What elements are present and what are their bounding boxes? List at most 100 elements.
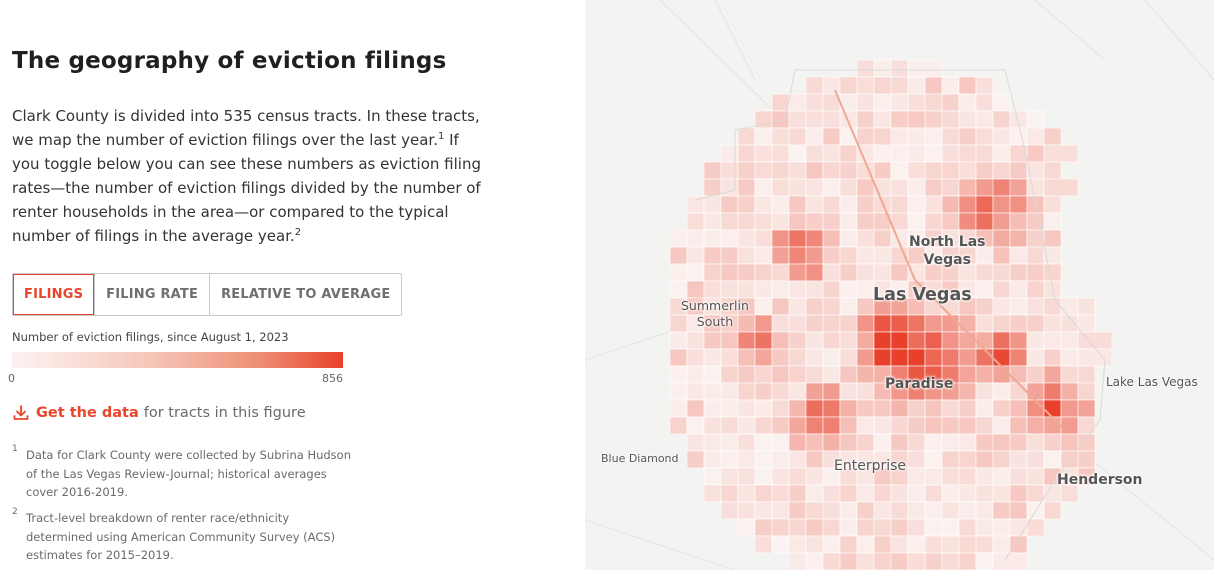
census-tract[interactable] <box>975 195 994 214</box>
census-tract[interactable] <box>737 263 756 282</box>
census-tract[interactable] <box>822 365 841 384</box>
census-tract[interactable] <box>754 535 773 554</box>
census-tract[interactable] <box>1043 195 1062 214</box>
census-tract[interactable] <box>1026 365 1045 384</box>
census-tract[interactable] <box>839 297 858 316</box>
census-tract[interactable] <box>805 76 824 95</box>
census-tract[interactable] <box>805 365 824 384</box>
census-tract[interactable] <box>992 195 1011 214</box>
census-tract[interactable] <box>890 76 909 95</box>
census-tract[interactable] <box>686 280 705 299</box>
census-tract[interactable] <box>771 365 790 384</box>
census-tract[interactable] <box>839 280 858 299</box>
census-tract[interactable] <box>873 348 892 367</box>
census-tract[interactable] <box>720 212 739 231</box>
census-tract[interactable] <box>805 280 824 299</box>
census-tract[interactable] <box>805 127 824 146</box>
census-tract[interactable] <box>890 484 909 503</box>
census-tract[interactable] <box>873 518 892 537</box>
census-tract[interactable] <box>822 280 841 299</box>
census-tract[interactable] <box>1009 297 1028 316</box>
census-tract[interactable] <box>890 348 909 367</box>
census-tract[interactable] <box>788 195 807 214</box>
census-tract[interactable] <box>703 484 722 503</box>
census-tract[interactable] <box>1043 178 1079 197</box>
census-tract[interactable] <box>958 161 977 180</box>
census-tract[interactable] <box>839 365 858 384</box>
census-tract[interactable] <box>1009 467 1028 486</box>
census-tract[interactable] <box>873 246 892 265</box>
census-tract[interactable] <box>737 518 756 537</box>
census-tract[interactable] <box>907 501 926 520</box>
toggle-relative-button[interactable]: RELATIVE TO AVERAGE <box>209 274 401 315</box>
census-tract[interactable] <box>754 229 773 248</box>
census-tract[interactable] <box>1009 212 1028 231</box>
census-tract[interactable] <box>805 518 824 537</box>
census-tract[interactable] <box>1077 399 1096 418</box>
census-tract[interactable] <box>788 246 807 265</box>
census-tract[interactable] <box>941 433 960 452</box>
census-tract[interactable] <box>839 501 858 520</box>
census-tract[interactable] <box>754 416 773 435</box>
toggle-filing-rate-button[interactable]: FILING RATE <box>94 274 209 315</box>
census-tract[interactable] <box>1009 501 1028 520</box>
census-tract[interactable] <box>992 450 1011 469</box>
census-tract[interactable] <box>890 144 909 163</box>
census-tract[interactable] <box>1077 382 1096 401</box>
census-tract[interactable] <box>822 552 841 570</box>
census-tract[interactable] <box>737 212 756 231</box>
census-tract[interactable] <box>737 484 756 503</box>
census-tract[interactable] <box>839 416 858 435</box>
census-tract[interactable] <box>822 535 841 554</box>
census-tract[interactable] <box>975 501 994 520</box>
census-tract[interactable] <box>1026 127 1045 146</box>
census-tract[interactable] <box>924 93 943 112</box>
census-tract[interactable] <box>1043 433 1062 452</box>
census-tract[interactable] <box>1009 280 1028 299</box>
census-tract[interactable] <box>941 178 960 197</box>
census-tract[interactable] <box>856 93 875 112</box>
census-tract[interactable] <box>805 484 824 503</box>
census-tract[interactable] <box>737 178 756 197</box>
census-tract[interactable] <box>788 416 807 435</box>
census-tract[interactable] <box>788 433 807 452</box>
census-tract[interactable] <box>771 501 790 520</box>
census-tract[interactable] <box>958 501 977 520</box>
census-tract[interactable] <box>992 518 1011 537</box>
census-tract[interactable] <box>992 212 1011 231</box>
census-tract[interactable] <box>975 399 994 418</box>
census-tract[interactable] <box>1077 297 1096 316</box>
census-tract[interactable] <box>754 178 773 197</box>
census-tract[interactable] <box>839 229 858 248</box>
census-tract[interactable] <box>754 348 773 367</box>
census-tract[interactable] <box>890 263 909 282</box>
census-tract[interactable] <box>890 416 909 435</box>
census-tract[interactable] <box>992 416 1011 435</box>
census-tract[interactable] <box>805 348 824 367</box>
census-tract[interactable] <box>788 450 807 469</box>
census-tract[interactable] <box>771 314 790 333</box>
census-tract[interactable] <box>856 110 875 129</box>
census-tract[interactable] <box>703 399 722 418</box>
census-tract[interactable] <box>686 212 705 231</box>
census-tract[interactable] <box>703 212 722 231</box>
census-tract[interactable] <box>754 467 773 486</box>
census-tract[interactable] <box>924 110 943 129</box>
census-tract[interactable] <box>1043 314 1062 333</box>
census-tract[interactable] <box>941 552 960 570</box>
census-tract[interactable] <box>1043 127 1062 146</box>
census-tract[interactable] <box>703 280 722 299</box>
census-tract[interactable] <box>1026 484 1045 503</box>
census-tract[interactable] <box>992 110 1011 129</box>
census-tract[interactable] <box>856 263 875 282</box>
census-tract[interactable] <box>1009 348 1028 367</box>
census-tract[interactable] <box>805 229 824 248</box>
census-tract[interactable] <box>924 161 943 180</box>
census-tract[interactable] <box>1026 178 1045 197</box>
census-tract[interactable] <box>1009 314 1028 333</box>
census-tract[interactable] <box>992 297 1011 316</box>
census-tract[interactable] <box>890 59 909 78</box>
census-tract[interactable] <box>958 178 977 197</box>
census-tract[interactable] <box>1026 263 1045 282</box>
census-tract[interactable] <box>805 161 824 180</box>
